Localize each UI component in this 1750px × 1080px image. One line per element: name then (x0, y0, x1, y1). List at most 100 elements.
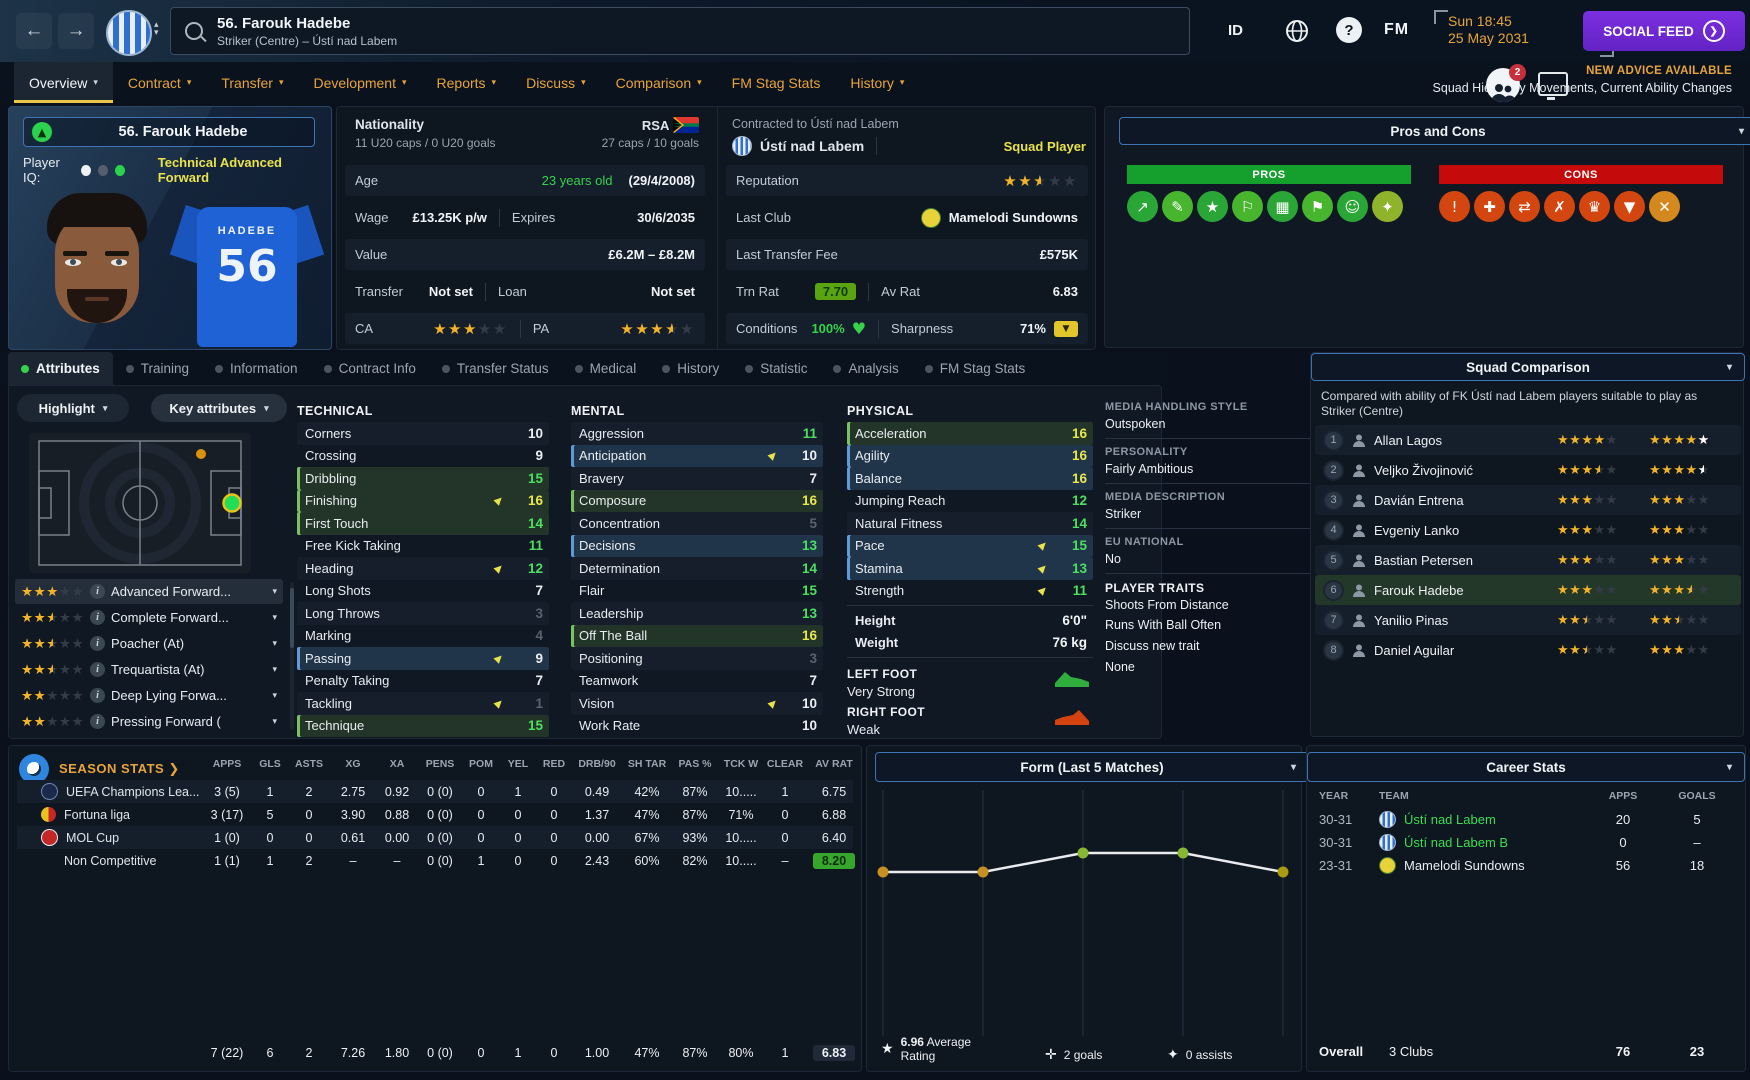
key-attributes-dropdown[interactable]: Key attributes ▾ (151, 394, 287, 422)
col-av-rat[interactable]: AV RAT (815, 758, 853, 770)
medical-icon[interactable]: ✚ (1474, 191, 1505, 222)
squad-row-daniel-aguilar[interactable]: 8 Daniel Aguilar ★★★★★ ★★★★★ (1315, 635, 1741, 665)
attribute-vision[interactable]: Vision ▲ 10 (571, 692, 823, 715)
squad-row-veljko-ivojinovi[interactable]: 2 Veljko Živojinović ★★★★★ ★★★★★ (1315, 455, 1741, 485)
subtab-history[interactable]: History (649, 352, 732, 385)
flask-icon[interactable]: ✕ (1649, 191, 1680, 222)
attribute-decisions[interactable]: Decisions 13 (571, 534, 823, 557)
attribute-free-kick-taking[interactable]: Free Kick Taking 11 (305, 538, 543, 554)
attribute-corners[interactable]: Corners 10 (297, 422, 549, 445)
career-stats-header[interactable]: Career Stats ▾ (1307, 752, 1745, 782)
attribute-balance[interactable]: Balance 16 (847, 467, 1093, 490)
col-apps[interactable]: APPS (1608, 790, 1638, 802)
tab-transfer[interactable]: Transfer ▾ (221, 74, 284, 91)
subtab-medical[interactable]: Medical (562, 352, 650, 385)
world-icon[interactable] (1283, 17, 1311, 45)
col-red[interactable]: RED (542, 758, 566, 770)
attribute-pace[interactable]: Pace ▲ 15 (847, 534, 1093, 557)
col-year[interactable]: YEAR (1319, 790, 1349, 802)
tab-overview[interactable]: Overview ▾ (14, 62, 113, 103)
season-row-fortuna-liga[interactable]: Fortuna liga 3 (17) 5 0 3.90 0.88 0 (0) 0 0 0 1.37… (17, 803, 853, 826)
morale-icon[interactable]: ☺ (1337, 191, 1368, 222)
attribute-aggression[interactable]: Aggression 11 (571, 422, 823, 445)
forward-button[interactable]: → (58, 13, 94, 49)
attribute-penalty-taking[interactable]: Penalty Taking 7 (305, 673, 543, 689)
role-row-deep-lying-forwa[interactable]: ★★★★★ i Deep Lying Forwa... ▾ (21, 687, 277, 704)
squad-row-bastian-petersen[interactable]: 5 Bastian Petersen ★★★★★ ★★★★★ (1315, 545, 1741, 575)
info-icon[interactable]: i (90, 662, 106, 677)
attribute-finishing[interactable]: Finishing ▲ 16 (297, 489, 549, 512)
attribute-stamina[interactable]: Stamina ▲ 13 (847, 557, 1093, 580)
season-row-non-competitive[interactable]: Non Competitive 1 (1) 1 2– –0 (0) 1 0 0 2.43 60% 8… (17, 849, 855, 872)
attribute-acceleration[interactable]: Acceleration 16 (847, 422, 1093, 445)
goal-net-icon[interactable]: ▦ (1267, 191, 1298, 222)
role-row-poacher-at[interactable]: ★★★★★ i Poacher (At) ▾ (21, 635, 277, 652)
attribute-flair[interactable]: Flair 15 (579, 583, 817, 599)
player-name-bar[interactable]: ▲ 56. Farouk Hadebe (23, 117, 315, 147)
subtab-attributes[interactable]: Attributes (8, 352, 113, 385)
squad-row-allan-lagos[interactable]: 1 Allan Lagos ★★★★★ ★★★★★ (1315, 425, 1741, 455)
attribute-dribbling[interactable]: Dribbling 15 (297, 467, 549, 490)
transfers-icon[interactable]: ⇄ (1509, 191, 1540, 222)
col-pom[interactable]: POM (469, 758, 493, 770)
role-row-pressing-forward[interactable]: ★★★★★ i Pressing Forward ( ▾ (21, 713, 277, 730)
contract-icon[interactable]: ✎ (1162, 191, 1193, 222)
attribute-work-rate[interactable]: Work Rate 10 (579, 718, 817, 734)
attribute-anticipation[interactable]: Anticipation ▲ 10 (571, 444, 823, 467)
subtab-analysis[interactable]: Analysis (820, 352, 911, 385)
attribute-long-shots[interactable]: Long Shots 7 (305, 583, 543, 599)
corner-flag-icon[interactable]: ⚑ (1302, 191, 1333, 222)
roles-scrollbar[interactable] (290, 582, 294, 730)
role-row-advanced-forward[interactable]: ★★★★★ i Advanced Forward... ▾ (15, 579, 283, 604)
attribute-determination[interactable]: Determination 14 (571, 557, 823, 580)
social-feed-button[interactable]: SOCIAL FEED ❯ (1583, 11, 1745, 51)
star-icon[interactable]: ★ (1197, 191, 1228, 222)
col-team[interactable]: TEAM (1379, 790, 1409, 802)
attribute-off-the-ball[interactable]: Off The Ball 16 (571, 624, 823, 647)
search-bar[interactable]: 56. Farouk Hadebe Striker (Centre) – Úst… (170, 7, 1190, 55)
squad-row-evgeniy-lanko[interactable]: 4 Evgeniy Lanko ★★★★★ ★★★★★ (1315, 515, 1741, 545)
squad-comparison-header[interactable]: Squad Comparison ▾ (1311, 353, 1745, 381)
col-xg[interactable]: XG (345, 758, 361, 770)
pitch-position-map[interactable] (29, 433, 251, 573)
attribute-first-touch[interactable]: First Touch 14 (297, 512, 549, 535)
attribute-heading[interactable]: Heading ▲ 12 (297, 557, 549, 580)
role-row-complete-forward[interactable]: ★★★★★ i Complete Forward... ▾ (21, 609, 277, 626)
season-stats-title[interactable]: SEASON STATS ❯ (59, 761, 180, 777)
subtab-statistic[interactable]: Statistic (732, 352, 820, 385)
highlight-dropdown[interactable]: Highlight ▾ (17, 394, 129, 422)
attribute-leadership[interactable]: Leadership 13 (571, 602, 823, 625)
attribute-natural-fitness[interactable]: Natural Fitness 14 (847, 512, 1093, 535)
career-row-st-nad-labem[interactable]: 30-31 Ústí nad Labem 20 5 (1319, 811, 1701, 828)
col-asts[interactable]: ASTS (294, 758, 323, 770)
club-switch-chevrons[interactable]: ▴ ▾ (154, 19, 159, 37)
col-pas[interactable]: PAS % (678, 758, 712, 770)
tab-history[interactable]: History ▾ (850, 74, 905, 91)
id-button[interactable]: ID (1228, 22, 1243, 39)
squad-row-davi-n-entrena[interactable]: 3 Davián Entrena ★★★★★ ★★★★★ (1315, 485, 1741, 515)
attribute-bravery[interactable]: Bravery 7 (571, 467, 823, 490)
fm-icon[interactable]: FM (1384, 21, 1410, 38)
whistle-icon[interactable]: ⚐ (1232, 191, 1263, 222)
form-point[interactable] (977, 866, 989, 878)
career-row-st-nad-labem-b[interactable]: 30-31 Ústí nad Labem B 0 – (1319, 834, 1701, 851)
attribute-teamwork[interactable]: Teamwork 7 (579, 673, 817, 689)
form-point[interactable] (1077, 847, 1089, 859)
squad-row-farouk-hadebe[interactable]: 6 Farouk Hadebe ★★★★★ ★★★★★ (1315, 575, 1741, 605)
attribute-agility[interactable]: Agility 16 (847, 444, 1093, 467)
info-icon[interactable]: i (90, 714, 106, 729)
info-icon[interactable]: i (90, 688, 106, 703)
col-xa[interactable]: XA (389, 758, 405, 770)
info-icon[interactable]: i (90, 584, 106, 599)
back-button[interactable]: ← (16, 13, 52, 49)
attribute-passing[interactable]: Passing ▲ 9 (297, 647, 549, 670)
attribute-jumping-reach[interactable]: Jumping Reach 12 (855, 493, 1087, 509)
attribute-technique[interactable]: Technique 15 (297, 714, 549, 737)
col-drb-90[interactable]: DRB/90 (578, 758, 616, 770)
tab-contract[interactable]: Contract ▾ (127, 74, 192, 91)
attribute-concentration[interactable]: Concentration 5 (571, 512, 823, 535)
monitor-icon[interactable] (1538, 72, 1568, 100)
trend-up-icon[interactable]: ↗ (1127, 191, 1158, 222)
career-row-mamelodi-sundowns[interactable]: 23-31 Mamelodi Sundowns 56 18 (1319, 857, 1705, 874)
info-icon[interactable]: i (90, 610, 106, 625)
